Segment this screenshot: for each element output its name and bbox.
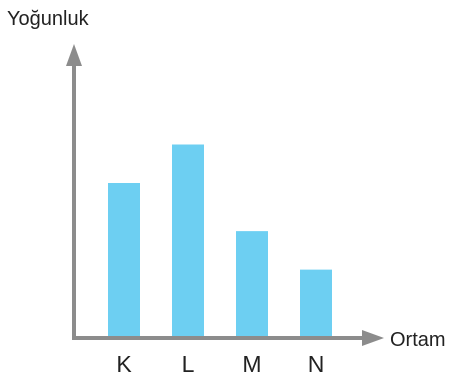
x-tick-label-m: M <box>242 351 261 377</box>
y-axis-arrowhead <box>66 44 82 66</box>
x-tick-label-l: L <box>182 351 195 377</box>
x-tick-labels-group: K L M N <box>116 351 324 377</box>
bars-group <box>108 144 332 337</box>
bar-m <box>236 231 268 337</box>
bar-n <box>300 269 332 337</box>
bar-l <box>172 144 204 337</box>
x-tick-label-n: N <box>308 351 325 377</box>
x-axis-arrowhead <box>362 330 384 346</box>
x-tick-label-k: K <box>116 351 132 377</box>
x-axis-label: Ortam <box>390 329 446 351</box>
y-axis-label: Yoğunluk <box>7 8 90 30</box>
bar-k <box>108 183 140 337</box>
